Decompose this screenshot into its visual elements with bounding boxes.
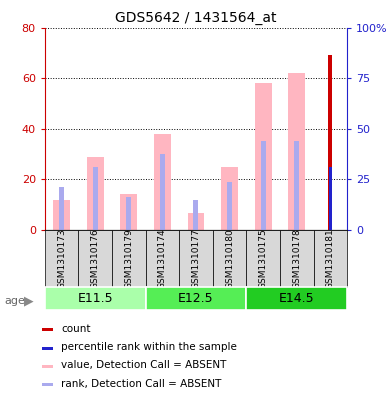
Bar (93, 167, 98, 230)
Bar (53, 200, 70, 230)
Bar (255, 83, 271, 230)
Bar (288, 73, 305, 230)
Bar (179, 230, 213, 287)
Bar (87, 156, 104, 230)
Text: GSM1310175: GSM1310175 (259, 228, 268, 289)
Text: percentile rank within the sample: percentile rank within the sample (61, 342, 237, 353)
Bar (314, 230, 347, 287)
Text: age: age (4, 296, 25, 306)
Bar (246, 287, 347, 310)
Text: E11.5: E11.5 (77, 292, 113, 305)
Text: rank, Detection Call = ABSENT: rank, Detection Call = ABSENT (61, 378, 222, 389)
Bar (42, 383, 53, 386)
Text: GSM1310181: GSM1310181 (326, 228, 335, 289)
Bar (280, 230, 314, 287)
Text: GSM1310178: GSM1310178 (292, 228, 301, 289)
Bar (145, 230, 179, 287)
Text: E12.5: E12.5 (178, 292, 214, 305)
Text: GSM1310173: GSM1310173 (57, 228, 66, 289)
Text: count: count (61, 324, 90, 334)
Bar (121, 195, 137, 230)
Text: GSM1310179: GSM1310179 (124, 228, 133, 289)
Bar (188, 213, 204, 230)
Bar (112, 230, 145, 287)
Bar (126, 197, 131, 230)
Bar (42, 365, 53, 368)
Bar (261, 141, 266, 230)
Bar (42, 329, 53, 331)
Text: ▶: ▶ (24, 294, 34, 307)
Text: GSM1310177: GSM1310177 (191, 228, 200, 289)
Bar (45, 230, 78, 287)
Bar (145, 287, 246, 310)
Title: GDS5642 / 1431564_at: GDS5642 / 1431564_at (115, 11, 277, 25)
Bar (154, 134, 171, 230)
Bar (59, 187, 64, 230)
Text: GSM1310174: GSM1310174 (158, 228, 167, 289)
Bar (193, 200, 199, 230)
Bar (213, 230, 246, 287)
Bar (45, 287, 145, 310)
Bar (328, 55, 332, 230)
Text: GSM1310176: GSM1310176 (91, 228, 100, 289)
Text: E14.5: E14.5 (279, 292, 315, 305)
Bar (329, 167, 332, 230)
Bar (42, 347, 53, 350)
Bar (160, 154, 165, 230)
Bar (227, 182, 232, 230)
Text: value, Detection Call = ABSENT: value, Detection Call = ABSENT (61, 360, 227, 371)
Bar (294, 141, 299, 230)
Bar (78, 230, 112, 287)
Bar (246, 230, 280, 287)
Bar (221, 167, 238, 230)
Text: GSM1310180: GSM1310180 (225, 228, 234, 289)
